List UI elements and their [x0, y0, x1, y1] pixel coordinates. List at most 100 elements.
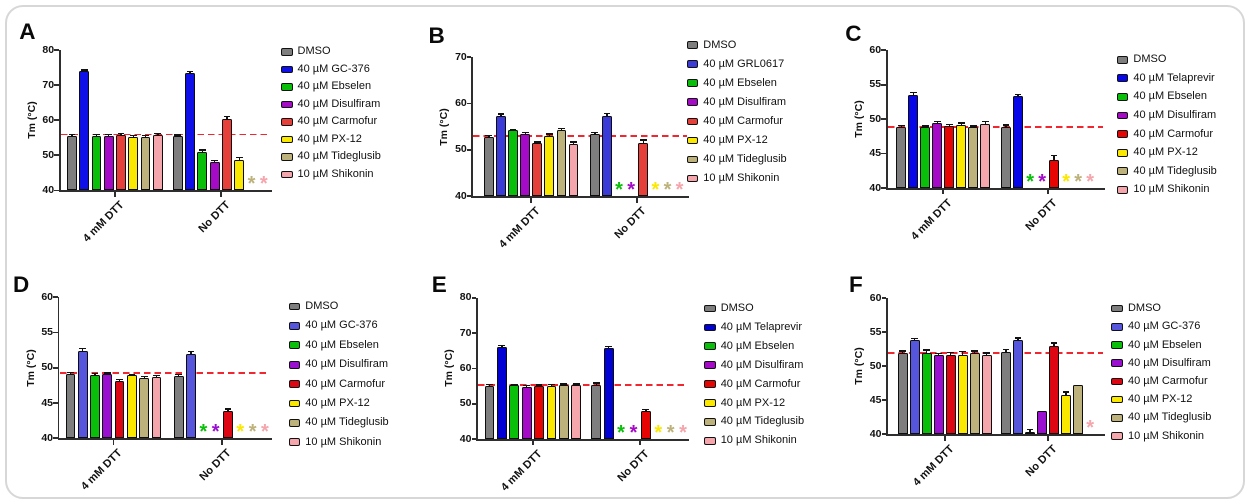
legend-swatch [1111, 377, 1123, 386]
bar-c-dtt-4 [944, 125, 955, 188]
y-tick-label: 50 [869, 112, 882, 125]
y-tick-mark [881, 331, 887, 334]
bar-c-dtt-5 [956, 124, 967, 188]
error-bar-cap [548, 384, 555, 386]
bar-d-dtt-6 [139, 377, 150, 439]
x-tick-mark [636, 198, 639, 203]
error-bar-cap [603, 112, 611, 115]
error-bar-cap [498, 344, 506, 347]
legend-swatch [281, 170, 293, 179]
legend-swatch [1111, 341, 1123, 349]
y-tick-label: 45 [869, 393, 882, 406]
y-tick-mark [53, 296, 58, 298]
error-bar-cap [533, 141, 541, 143]
error-bar-stem [962, 352, 964, 357]
bar-e-dtt-2 [509, 385, 520, 439]
error-bar-cap [642, 408, 650, 410]
legend-label: 10 µM Shikonin [703, 172, 780, 185]
legend-swatch [281, 100, 293, 109]
error-bar-cap [535, 384, 543, 386]
bar-e-nodtt-1 [603, 348, 614, 439]
bar-a-nodtt-2 [197, 151, 208, 191]
x-category-label: 4 mM DTT [910, 442, 957, 489]
legend-label: 40 µM PX-12 [1127, 393, 1193, 406]
legend-label: 40 µM Carmofur [720, 377, 801, 390]
bar-e-nodtt-0 [591, 384, 602, 439]
legend-label: 40 µM GC-376 [1127, 320, 1201, 333]
bar-e-dtt-6 [558, 385, 569, 439]
error-bar-cap [187, 350, 195, 353]
legend-label: 40 µM Tideglusib [703, 153, 787, 165]
bar-b-nodtt-1 [602, 115, 612, 197]
legend-label: 40 µM Carmofur [703, 114, 783, 127]
dashed-reference-line [887, 351, 1104, 354]
error-bar-cap [1014, 337, 1022, 339]
panel-letter-f: F [848, 271, 863, 297]
legend-swatch [288, 302, 301, 311]
bar-d-dtt-2 [90, 374, 100, 439]
bar-f-nodtt-5 [1061, 394, 1071, 435]
error-bar-cap [128, 373, 136, 375]
legend-swatch [686, 136, 699, 145]
error-bar-cap [1050, 342, 1058, 344]
error-bar-stem [1053, 156, 1055, 162]
missing-bar-asterisk: * [236, 420, 245, 443]
bar-c-nodtt-0 [1001, 126, 1011, 188]
bar-d-dtt-7 [151, 376, 162, 439]
legend-swatch [1116, 93, 1129, 101]
dashed-reference-line [477, 384, 687, 387]
x-category-label: No DTT [615, 447, 652, 484]
legend-swatch [704, 342, 716, 351]
bar-f-dtt-6 [969, 352, 980, 435]
error-bar-stem [82, 348, 84, 354]
legend-label: 40 µM Ebselen [305, 338, 379, 351]
bar-f-dtt-2 [921, 352, 932, 435]
legend-label: 40 µM PX-12 [1133, 146, 1198, 159]
error-bar-cap [186, 70, 194, 72]
missing-bar-asterisk: * [679, 421, 687, 444]
legend-label: DMSO [1133, 53, 1167, 66]
x-tick-mark [531, 440, 534, 446]
error-bar-cap [105, 133, 113, 136]
y-tick-mark [881, 83, 886, 86]
error-bar-cap [116, 378, 123, 381]
legend-label: 40 µM PX-12 [305, 397, 370, 409]
error-bar-cap [67, 371, 74, 374]
dashed-reference-line [59, 371, 270, 374]
bar-c-dtt-1 [908, 94, 919, 188]
legend-label: 40 µM Carmofur [1127, 374, 1208, 387]
error-bar-cap [957, 122, 965, 124]
legend-label: 40 µM Tideglusib [297, 150, 381, 163]
legend-swatch [704, 436, 716, 445]
missing-bar-asterisk: * [651, 178, 660, 201]
bar-b-dtt-7 [568, 143, 579, 197]
bar-a-dtt-1 [79, 71, 90, 191]
error-bar-cap [1062, 391, 1070, 393]
bar-c-dtt-6 [968, 127, 979, 188]
y-tick-label: 40 [459, 432, 472, 445]
bar-b-dtt-2 [508, 130, 518, 197]
legend-swatch [281, 65, 293, 74]
error-bar-stem [926, 350, 928, 355]
x-tick-mark [1047, 189, 1049, 195]
y-tick-label: 55 [869, 325, 882, 338]
legend-swatch [686, 155, 699, 164]
missing-bar-asterisk: * [1074, 170, 1082, 193]
legend-label: 40 µM Tideglusib [1127, 411, 1212, 424]
y-tick-mark [466, 195, 472, 198]
legend-swatch [686, 41, 699, 50]
y-tick-label: 50 [869, 359, 882, 372]
legend-swatch [288, 438, 301, 447]
bar-d-dtt-0 [65, 374, 76, 439]
bar-d-nodtt-0 [173, 376, 184, 439]
bar-a-nodtt-4 [222, 118, 232, 191]
error-bar-cap [981, 121, 989, 123]
y-tick-mark [881, 49, 886, 52]
legend-label: 40 µM Ebselen [1127, 338, 1202, 351]
error-bar-cap [947, 351, 955, 353]
y-tick-mark [54, 84, 59, 86]
legend-label: 40 µM Carmofur [297, 115, 378, 128]
bar-f-nodtt-0 [1001, 352, 1011, 435]
bar-d-dtt-3 [102, 374, 113, 439]
bar-b-nodtt-4 [638, 142, 649, 197]
